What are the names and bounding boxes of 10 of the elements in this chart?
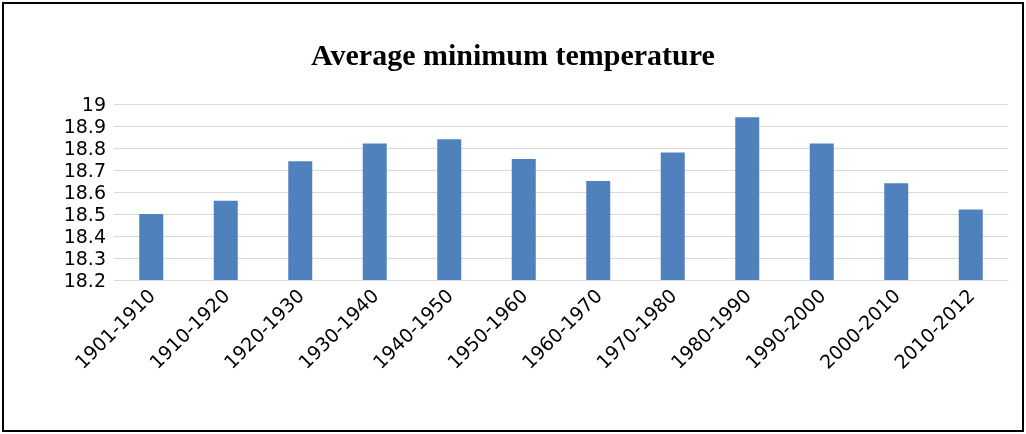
y-tick-label: 18.2: [63, 269, 106, 291]
y-tick-label: 18.3: [63, 247, 106, 269]
y-tick-label: 18.7: [63, 159, 106, 181]
y-tick-label: 18.5: [63, 203, 106, 225]
y-tick-label: 18.9: [63, 115, 106, 137]
y-tick-label: 18.6: [63, 181, 106, 203]
y-tick-label: 18.8: [63, 137, 106, 159]
y-tick-label: 19: [81, 93, 106, 115]
y-tick-label: 18.4: [63, 225, 106, 247]
chart-title: Average minimum temperature: [311, 37, 715, 71]
